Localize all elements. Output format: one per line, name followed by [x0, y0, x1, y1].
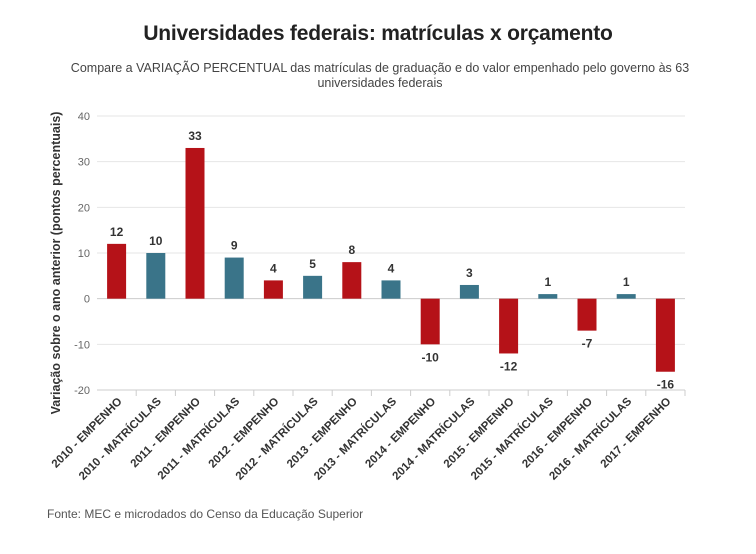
y-tick-label: 40: [78, 111, 90, 123]
data-label: 1: [544, 275, 551, 289]
x-tick-label: 2011 - EMPENHO: [129, 396, 204, 471]
bar: [381, 280, 401, 299]
bar: [263, 280, 283, 299]
data-label: -10: [422, 350, 440, 364]
y-tick-label: 30: [78, 157, 90, 169]
data-label: -7: [582, 337, 593, 351]
y-tick-label: 20: [78, 202, 90, 214]
x-tick-label: 2014 - EMPENHO: [363, 396, 438, 471]
data-label: 4: [270, 261, 277, 275]
y-axis-title: Variação sobre o ano anterior (pontos pe…: [49, 112, 63, 415]
bar: [499, 298, 519, 354]
x-tick-label: 2017 - EMPENHO: [599, 396, 674, 471]
data-label: 33: [188, 129, 202, 143]
x-tick-label: 2012 - EMPENHO: [207, 396, 282, 471]
data-label: 8: [348, 243, 355, 257]
data-label: 3: [466, 266, 473, 280]
data-label: 1: [623, 275, 630, 289]
bar: [224, 257, 244, 299]
bar: [420, 298, 440, 345]
data-label: 12: [110, 225, 124, 239]
bar: [538, 294, 558, 299]
data-label: 4: [388, 261, 395, 275]
chart-title: Universidades federais: matrículas x orç…: [143, 22, 613, 45]
data-label: -12: [500, 359, 518, 373]
data-label: -16: [657, 378, 675, 392]
bar: [342, 262, 362, 299]
bar: [459, 284, 479, 299]
bar: [616, 294, 636, 299]
bar: [146, 253, 166, 299]
chart-subtitle: Compare a VARIAÇÃO PERCENTUAL das matríc…: [70, 61, 690, 90]
data-label: 5: [309, 257, 316, 271]
y-tick-label: -20: [74, 385, 90, 397]
y-tick-label: -10: [74, 339, 90, 351]
x-tick-label: 2013 - EMPENHO: [285, 396, 360, 471]
source-note: Fonte: MEC e microdados do Censo da Educ…: [47, 507, 364, 521]
x-tick-label: 2015 - EMPENHO: [442, 396, 517, 471]
bar: [185, 147, 205, 299]
bar: [577, 298, 597, 331]
data-label: 10: [149, 234, 163, 248]
data-label: 9: [231, 239, 238, 253]
bar: [303, 275, 323, 299]
bar: [107, 243, 127, 299]
x-tick-label: 2016 - EMPENHO: [520, 396, 595, 471]
bar: [655, 298, 675, 372]
y-tick-label: 10: [78, 248, 90, 260]
y-tick-label: 0: [84, 294, 90, 306]
